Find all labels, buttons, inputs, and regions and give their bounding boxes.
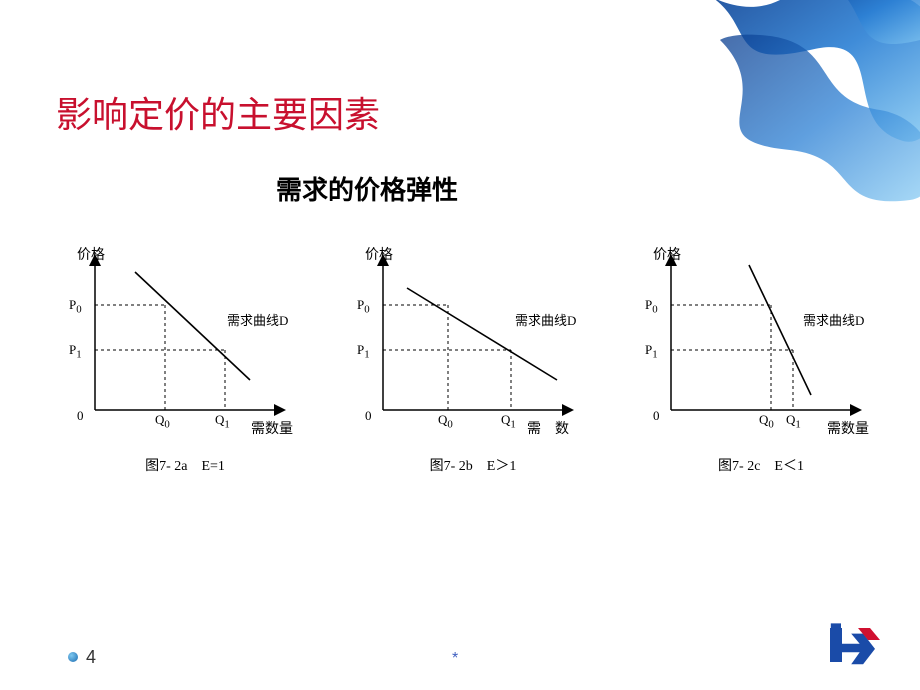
logo-icon [824,620,884,670]
p0-label: P0 [69,297,82,316]
x-axis-label: 需数量 [827,418,869,438]
p1-label: P1 [357,342,370,361]
q1-label: Q1 [501,412,516,431]
p0-label: P0 [357,297,370,316]
q0-label: Q0 [438,412,453,431]
curve-label: 需求曲线D [227,310,288,329]
footer-star: * [452,650,458,668]
origin-label: 0 [653,408,660,424]
x-axis-label: 需 数 [527,418,569,438]
y-axis-label: 价格 [365,244,393,264]
p1-label: P1 [69,342,82,361]
chart-c-caption: 图7- 2c E＜1 [631,455,891,475]
chart-c-svg [631,250,871,440]
curve-label: 需求曲线D [515,310,576,329]
q0-label: Q0 [759,412,774,431]
y-axis-label: 价格 [653,244,681,264]
x-axis-label: 需数量 [251,418,293,438]
chart-b-caption: 图7- 2b E＞1 [343,455,603,475]
page-number: 4 [86,647,96,668]
slide-title: 影响定价的主要因素 [56,86,380,138]
smoke-decoration [580,0,920,260]
q1-label: Q1 [786,412,801,431]
origin-label: 0 [365,408,372,424]
bullet-icon [68,652,78,662]
chart-c: 价格 P0 P1 0 Q0 Q1 需求曲线D 需数量 图7- 2c E＜1 [631,250,891,475]
charts-row: 价格 P0 P1 0 Q0 Q1 需求曲线D 需数量 图7- 2a E=1 价格 [55,250,891,475]
chart-a-caption: 图7- 2a E=1 [55,455,315,475]
chart-b-svg [343,250,583,440]
y-axis-label: 价格 [77,244,105,264]
slide-subtitle: 需求的价格弹性 [276,170,458,207]
q1-label: Q1 [215,412,230,431]
curve-label: 需求曲线D [803,310,864,329]
chart-a: 价格 P0 P1 0 Q0 Q1 需求曲线D 需数量 图7- 2a E=1 [55,250,315,475]
p0-label: P0 [645,297,658,316]
p1-label: P1 [645,342,658,361]
chart-b: 价格 P0 P1 0 Q0 Q1 需求曲线D 需 数 图7- 2b E＞1 [343,250,603,475]
q0-label: Q0 [155,412,170,431]
chart-a-svg [55,250,295,440]
origin-label: 0 [77,408,84,424]
